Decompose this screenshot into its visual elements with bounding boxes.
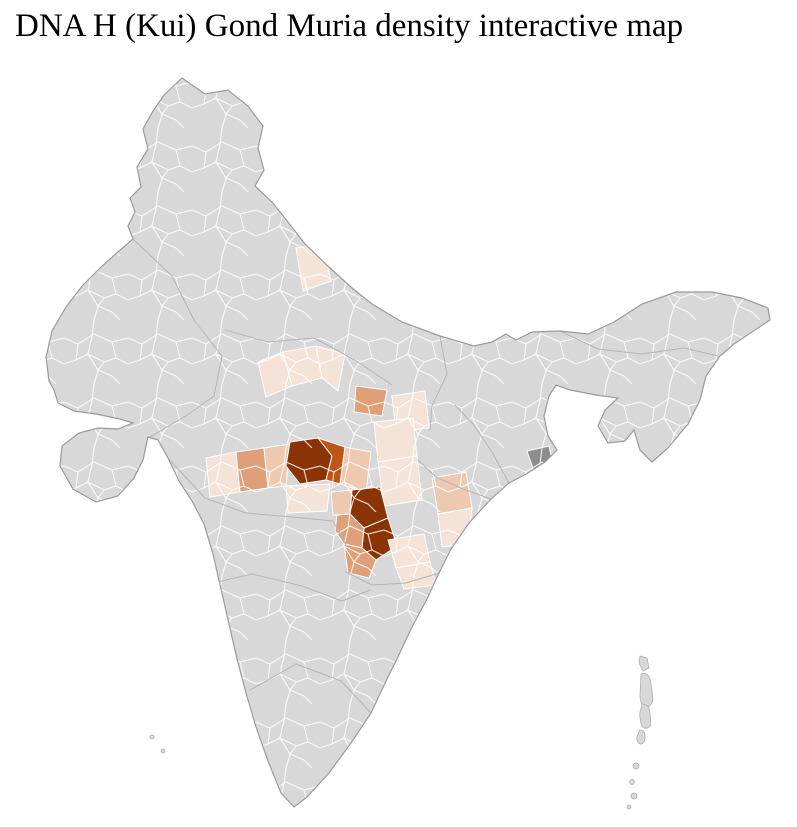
page-title: DNA H (Kui) Gond Muria density interacti… xyxy=(15,8,684,44)
state-boundaries xyxy=(132,238,719,714)
nicobar-island-3[interactable] xyxy=(630,792,638,800)
nicobar-island-1[interactable] xyxy=(632,762,640,770)
state-border-karnataka xyxy=(204,573,371,602)
district-kutch-west-no-data[interactable] xyxy=(34,409,61,433)
andaman-island-3[interactable] xyxy=(639,703,652,729)
lakshadweep-island-2[interactable] xyxy=(160,748,166,754)
andaman-nicobar-islands[interactable] xyxy=(626,655,654,810)
state-border-odisha-bengal xyxy=(417,459,492,500)
state-border-up-mp xyxy=(224,329,393,386)
state-border-rajasthan xyxy=(132,238,223,438)
state-border-tamil-nadu xyxy=(249,663,372,714)
india-outline xyxy=(45,77,771,808)
nicobar-island-2[interactable] xyxy=(629,779,635,785)
state-border-up-bihar xyxy=(429,335,448,431)
nicobar-island-4[interactable] xyxy=(626,804,632,810)
district-boundaries xyxy=(46,78,770,807)
andaman-island-4[interactable] xyxy=(636,729,646,745)
state-border-odisha-andhra xyxy=(345,571,440,586)
state-border-jharkhand-bengal xyxy=(454,404,510,484)
andaman-island-1[interactable] xyxy=(638,655,650,672)
state-border-maharashtra xyxy=(167,457,347,546)
andaman-island-2[interactable] xyxy=(639,673,654,708)
state-border-assam xyxy=(559,330,719,357)
lakshadweep-islands[interactable] xyxy=(149,734,166,754)
lakshadweep-island-1[interactable] xyxy=(149,734,155,740)
